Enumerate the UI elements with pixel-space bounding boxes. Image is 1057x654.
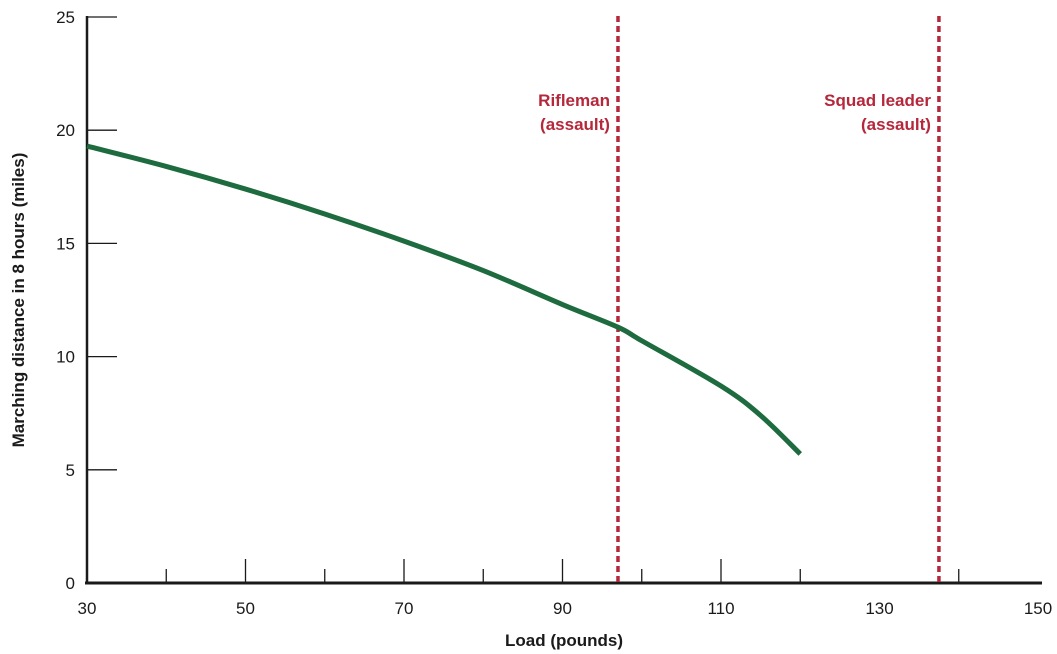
x-axis-title: Load (pounds) [505,631,623,650]
x-tick-label: 70 [395,599,414,618]
reference-lines: Rifleman (assault) Squad leader (assault) [538,16,941,583]
x-ticks: 30 50 70 90 110 130 150 [78,559,1052,618]
y-tick-label: 15 [56,234,75,253]
x-tick-label: 130 [865,599,893,618]
y-tick-label: 25 [56,8,75,27]
x-tick-label: 30 [78,599,97,618]
y-tick-label: 5 [66,461,75,480]
series-line [86,143,802,456]
reference-line-label: Squad leader [824,91,931,110]
reference-line-label: Rifleman [538,91,610,110]
y-tick-label: 0 [66,574,75,593]
x-tick-label: 50 [236,599,255,618]
y-tick-label: 20 [56,121,75,140]
x-tick-label: 150 [1024,599,1052,618]
reference-line-label: (assault) [861,115,931,134]
y-ticks: 0 5 10 15 20 25 [56,8,117,593]
series-group [86,143,802,456]
y-tick-label: 10 [56,348,75,367]
x-tick-label: 110 [707,599,734,618]
y-axis-title: Marching distance in 8 hours (miles) [9,153,28,448]
reference-line-label: (assault) [540,115,610,134]
x-tick-label: 90 [553,599,572,618]
